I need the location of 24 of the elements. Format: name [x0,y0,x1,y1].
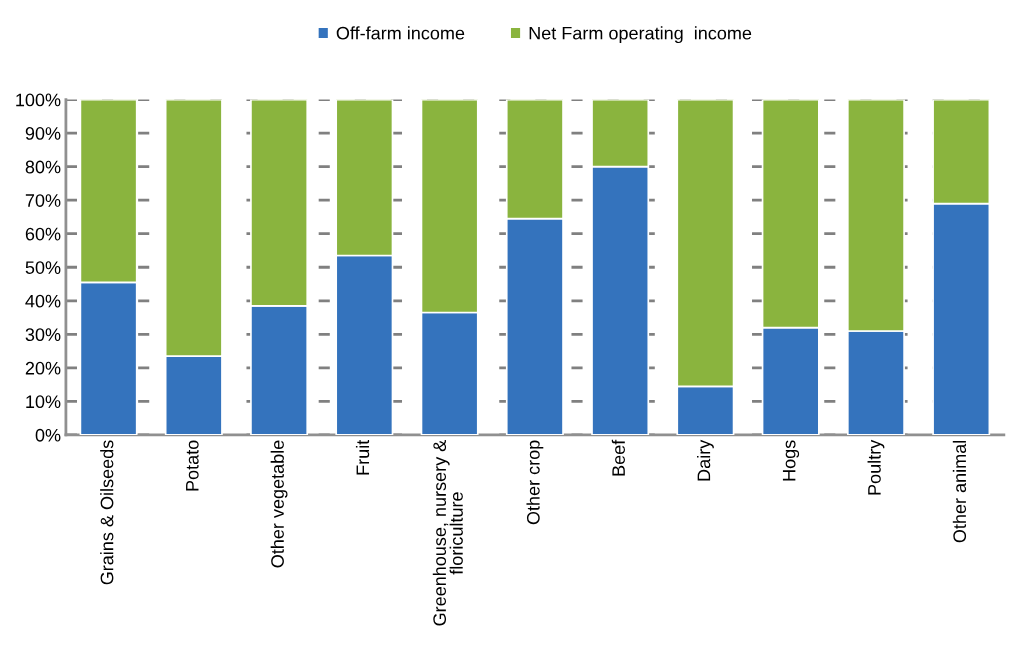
x-tick-label: Dairy [697,439,714,481]
y-tick-label: 10% [26,395,61,409]
x-tick-label: Poultry [867,439,885,495]
x-tick-label: Fruit [355,439,370,475]
y-tick-label: 100% [16,93,61,107]
y-tick-label: 40% [25,294,61,308]
y-tick-label: 30% [25,328,61,342]
y-tick-label: 0% [35,428,61,442]
y-tick-label: 80% [25,160,61,174]
x-tick-label: Greenhouse, nursery & floriculture [432,440,463,626]
x-tick-label: Grains & Oilseeds [100,440,114,585]
x-tick-label: Beef [611,439,625,476]
x-tick-label: Hogs [782,440,800,481]
y-tick-label: 20% [25,361,61,375]
y-tick-label: 90% [25,127,61,140]
x-tick-label: Other crop [526,440,544,525]
y-tick-label: 50% [25,261,61,274]
legend-label: Net Farm operating income [529,26,752,44]
y-tick-label: 70% [25,194,61,207]
legend-label: Off-farm income [336,26,465,40]
x-tick-label: Potato [186,440,199,491]
y-tick-label: 60% [25,227,61,241]
x-tick-label: Other vegetable [270,440,288,568]
x-tick-label: Other animal [952,440,967,543]
